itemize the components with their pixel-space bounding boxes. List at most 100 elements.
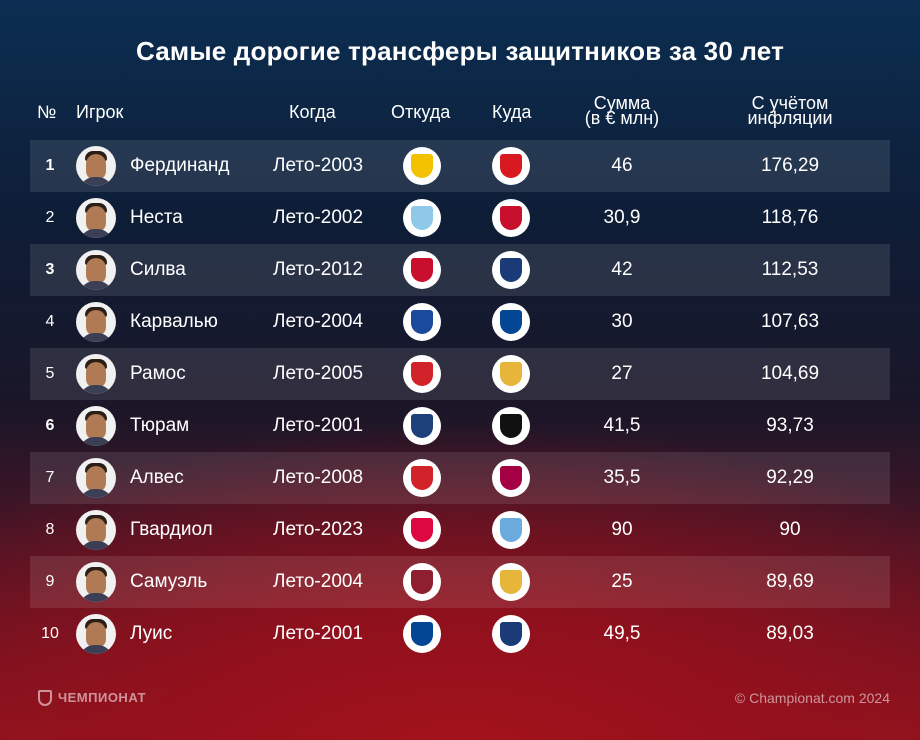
table-row: 7 Алвес Лето-2008 35,5 92,29 [30,452,890,504]
table-row: 4 Карвалью Лето-2004 30 107,63 [30,296,890,348]
player-avatar [76,250,116,290]
table-row: 1 Фердинанд Лето-2003 46 176,29 [30,140,890,192]
transfer-date: Лето-2002 [272,207,364,228]
col-sum: Сумма (в € млн) [572,93,672,128]
rank-number: 1 [45,157,55,174]
brand-name: ЧЕМПИОНАТ [58,690,147,705]
player-avatar [76,146,116,186]
player-avatar [76,510,116,550]
player-name: Луис [130,623,173,644]
transfer-date: Лето-2001 [272,623,364,644]
championat-logo: ЧЕМПИОНАТ [38,690,146,706]
inflation-adjusted-sum: 176,29 [760,155,820,176]
barcelona-crest-icon [492,459,530,497]
chelsea-crest-icon [492,303,530,341]
player-name: Тюрам [130,415,190,436]
transfer-sum: 27 [611,363,633,384]
leipzig-crest-icon [403,511,441,549]
col-infl-line1: С учётом [751,93,829,113]
juventus-crest-icon [492,407,530,445]
transfer-sum: 41,5 [603,415,641,436]
inflation-adjusted-sum: 118,76 [761,207,819,228]
rank-number: 2 [45,209,55,226]
page-title: Самые дорогие трансферы защитников за 30… [135,36,785,66]
inflation-adjusted-sum: 92,29 [766,467,814,488]
transfer-sum: 35,5 [603,467,641,488]
table-row: 10 Луис Лето-2001 49,5 89,03 [30,608,890,660]
player-avatar [76,354,116,394]
player-name: Алвес [130,467,184,488]
table-row: 8 Гвардиол Лето-2023 90 90 [30,504,890,556]
transfer-sum: 49,5 [603,623,641,644]
inflation-adjusted-sum: 104,69 [760,363,820,384]
sevilla-crest-icon [403,459,441,497]
psg-crest-icon [492,251,530,289]
championat-logo-icon [38,690,52,706]
col-when: Когда [289,102,336,122]
rank-number: 4 [45,313,55,330]
inflation-adjusted-sum: 89,03 [766,623,814,644]
player-avatar [76,198,116,238]
transfer-date: Лето-2003 [272,155,364,176]
player-name: Гвардиол [130,519,213,540]
chelsea-crest-icon [403,615,441,653]
man-united-crest-icon [492,147,530,185]
transfer-sum: 30,9 [603,207,641,228]
player-avatar [76,458,116,498]
col-sum-line1: Сумма [593,93,651,113]
player-avatar [76,406,116,446]
table-row: 6 Тюрам Лето-2001 41,5 93,73 [30,400,890,452]
player-name: Неста [130,207,183,228]
player-name: Карвалью [130,311,218,332]
col-infl-line2: инфляции [747,108,833,128]
player-name: Самуэль [130,571,208,592]
sevilla-crest-icon [403,355,441,393]
inflation-adjusted-sum: 107,63 [760,311,820,332]
transfer-date: Лето-2004 [272,571,364,592]
milan-crest-icon [403,251,441,289]
player-name: Фердинанд [130,155,230,176]
transfer-date: Лето-2023 [272,519,364,540]
transfer-date: Лето-2008 [272,467,364,488]
table-row: 9 Самуэль Лето-2004 25 89,69 [30,556,890,608]
col-num: № [37,102,57,122]
psg-crest-icon [492,615,530,653]
player-avatar [76,562,116,602]
man-city-crest-icon [492,511,530,549]
transfer-date: Лето-2005 [272,363,364,384]
transfer-sum: 46 [611,155,633,176]
transfer-date: Лето-2012 [272,259,364,280]
transfer-sum: 25 [611,571,633,592]
player-name: Силва [130,259,186,280]
col-player: Игрок [76,102,124,122]
col-infl: С учётом инфляции [735,93,845,128]
table-row: 5 Рамос Лето-2005 27 104,69 [30,348,890,400]
porto-crest-icon [403,303,441,341]
player-name: Рамос [130,363,186,384]
table-row: 3 Силва Лето-2012 42 112,53 [30,244,890,296]
rank-number: 7 [45,469,55,486]
transfer-sum: 42 [611,259,633,280]
player-avatar [76,302,116,342]
rank-number: 3 [45,261,55,278]
table-header: № Игрок Когда Откуда Куда Сумма (в € млн… [0,93,920,136]
col-from: Откуда [391,102,451,122]
player-avatar [76,614,116,654]
transfer-sum: 90 [611,519,633,540]
table-row: 2 Неста Лето-2002 30,9 118,76 [30,192,890,244]
col-sum-line2: (в € млн) [584,108,660,128]
real-madrid-crest-icon [492,563,530,601]
milan-crest-icon [492,199,530,237]
roma-crest-icon [403,563,441,601]
col-to: Куда [492,102,532,122]
transfer-date: Лето-2004 [272,311,364,332]
transfer-date: Лето-2001 [272,415,364,436]
copyright: © Championat.com 2024 [734,690,890,706]
transfers-table: 1 Фердинанд Лето-2003 46 176,29 2 Неста Лето-20… [30,140,890,660]
rank-number: 8 [45,521,55,538]
rank-number: 5 [45,365,55,382]
rank-number: 6 [45,417,55,434]
rank-number: 9 [45,573,55,590]
inflation-adjusted-sum: 90 [779,519,801,540]
inflation-adjusted-sum: 93,73 [766,415,814,436]
